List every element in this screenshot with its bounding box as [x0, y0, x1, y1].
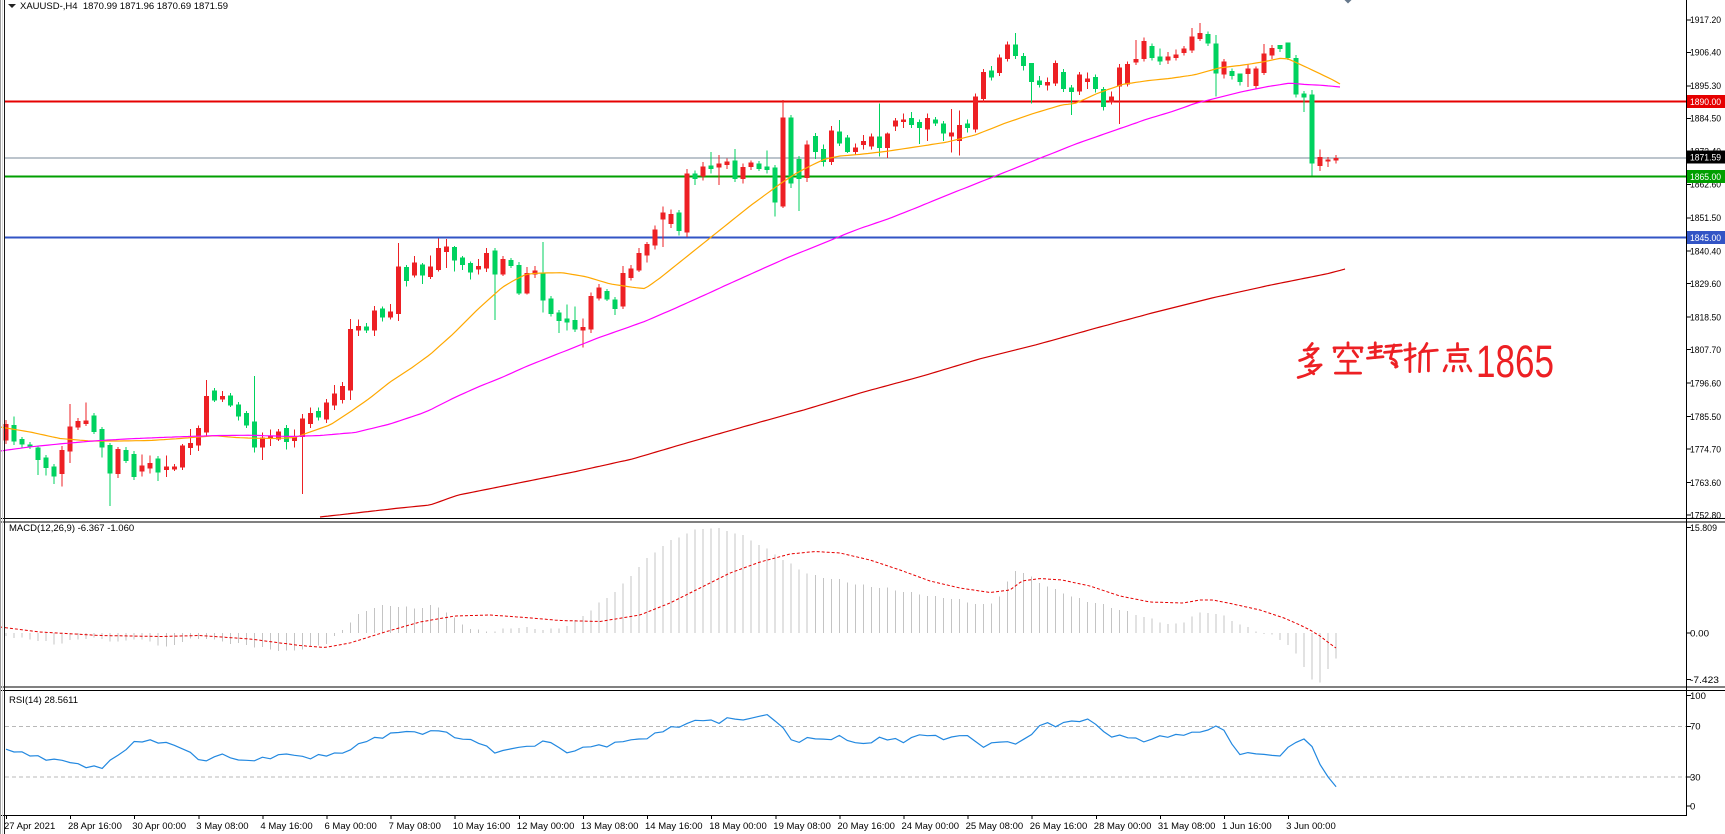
svg-text:1895.30: 1895.30 — [1690, 81, 1721, 92]
svg-text:100: 100 — [1690, 691, 1706, 702]
svg-text:26 May 16:00: 26 May 16:00 — [1030, 821, 1088, 832]
svg-text:1796.60: 1796.60 — [1690, 378, 1721, 389]
svg-text:27 Apr 2021: 27 Apr 2021 — [4, 821, 55, 832]
svg-text:1 Jun 16:00: 1 Jun 16:00 — [1222, 821, 1272, 832]
svg-text:1865: 1865 — [1476, 336, 1554, 387]
svg-text:1865.00: 1865.00 — [1690, 172, 1721, 183]
svg-text:28 Apr 16:00: 28 Apr 16:00 — [68, 821, 122, 832]
svg-text:1818.50: 1818.50 — [1690, 313, 1721, 324]
svg-text:1851.50: 1851.50 — [1690, 213, 1721, 224]
svg-text:10 May 16:00: 10 May 16:00 — [453, 821, 511, 832]
svg-text:1845.00: 1845.00 — [1690, 233, 1721, 244]
svg-text:1906.40: 1906.40 — [1690, 48, 1721, 59]
svg-text:1752.80: 1752.80 — [1690, 510, 1721, 521]
svg-text:20 May 16:00: 20 May 16:00 — [837, 821, 895, 832]
svg-text:13 May 08:00: 13 May 08:00 — [581, 821, 639, 832]
svg-text:19 May 08:00: 19 May 08:00 — [773, 821, 831, 832]
svg-text:1774.70: 1774.70 — [1690, 444, 1721, 455]
svg-text:4 May 16:00: 4 May 16:00 — [260, 821, 312, 832]
svg-text:70: 70 — [1690, 722, 1701, 733]
svg-text:12 May 00:00: 12 May 00:00 — [517, 821, 575, 832]
svg-text:1862.60: 1862.60 — [1690, 180, 1721, 191]
svg-text:28 May 00:00: 28 May 00:00 — [1094, 821, 1152, 832]
svg-text:1890.00: 1890.00 — [1690, 97, 1721, 108]
svg-text:-7.423: -7.423 — [1690, 675, 1719, 686]
svg-text:30: 30 — [1690, 773, 1701, 784]
svg-text:1884.50: 1884.50 — [1690, 114, 1721, 125]
svg-text:0.00: 0.00 — [1690, 629, 1709, 640]
svg-text:3 Jun 00:00: 3 Jun 00:00 — [1286, 821, 1336, 832]
svg-text:6 May 00:00: 6 May 00:00 — [325, 821, 377, 832]
svg-text:XAUUSD-,H4 1870.99 1871.96 18: XAUUSD-,H4 1870.99 1871.96 1870.69 1871.… — [20, 1, 228, 12]
svg-text:1807.70: 1807.70 — [1690, 345, 1721, 356]
svg-text:1871.59: 1871.59 — [1690, 153, 1721, 164]
svg-text:MACD(12,26,9) -6.367 -1.060: MACD(12,26,9) -6.367 -1.060 — [9, 523, 134, 534]
svg-text:1917.20: 1917.20 — [1690, 15, 1721, 26]
svg-text:1829.60: 1829.60 — [1690, 279, 1721, 290]
svg-text:30 Apr 00:00: 30 Apr 00:00 — [132, 821, 186, 832]
svg-text:25 May 08:00: 25 May 08:00 — [966, 821, 1024, 832]
svg-text:0: 0 — [1690, 801, 1695, 812]
svg-text:31 May 08:00: 31 May 08:00 — [1158, 821, 1216, 832]
svg-text:24 May 00:00: 24 May 00:00 — [902, 821, 960, 832]
svg-text:1763.60: 1763.60 — [1690, 478, 1721, 489]
svg-text:15.809: 15.809 — [1690, 523, 1717, 534]
svg-text:1785.50: 1785.50 — [1690, 412, 1721, 423]
svg-text:RSI(14) 28.5611: RSI(14) 28.5611 — [9, 695, 78, 706]
svg-text:3 May 08:00: 3 May 08:00 — [196, 821, 248, 832]
svg-text:18 May 00:00: 18 May 00:00 — [709, 821, 767, 832]
svg-text:1840.40: 1840.40 — [1690, 247, 1721, 258]
svg-text:14 May 16:00: 14 May 16:00 — [645, 821, 703, 832]
svg-text:7 May 08:00: 7 May 08:00 — [389, 821, 441, 832]
